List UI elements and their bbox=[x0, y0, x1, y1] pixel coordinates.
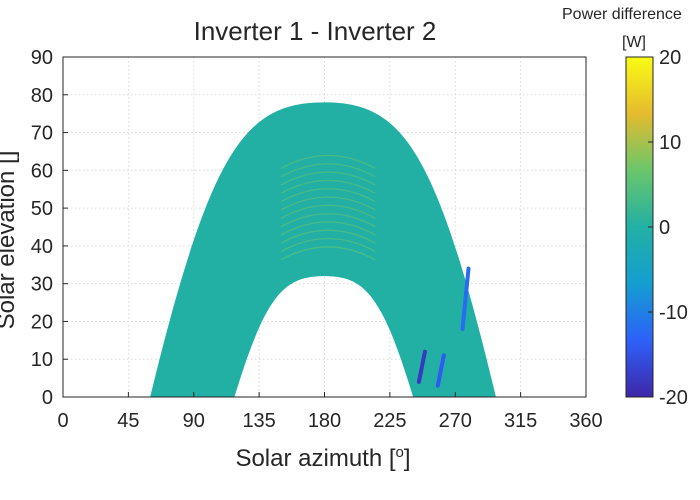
colorbar-unit: [W] bbox=[622, 34, 646, 51]
x-tick-label: 315 bbox=[504, 410, 537, 432]
high-band-arc bbox=[280, 163, 376, 178]
colorbar-tick-label: 10 bbox=[659, 132, 681, 154]
x-tick-label: 0 bbox=[57, 410, 68, 432]
y-tick-label: 60 bbox=[31, 160, 53, 182]
high-band-arc bbox=[280, 204, 376, 219]
colorbar-title: Power difference bbox=[562, 6, 682, 23]
data-region bbox=[150, 102, 496, 397]
high-band-arc bbox=[280, 171, 376, 186]
x-tick-label: 45 bbox=[117, 410, 139, 432]
x-tick-label: 90 bbox=[183, 410, 205, 432]
data-region-fill bbox=[150, 102, 496, 397]
y-axis-ticks: 0 10 20 30 40 50 60 70 80 90 bbox=[31, 47, 68, 409]
x-axis-label-end: ] bbox=[404, 445, 411, 472]
y-tick-label: 40 bbox=[31, 236, 53, 258]
x-axis-label-main: Solar azimuth [ bbox=[235, 445, 395, 472]
x-tick-label: 270 bbox=[439, 410, 472, 432]
y-tick-label: 0 bbox=[42, 387, 53, 409]
chart-title: Inverter 1 - Inverter 2 bbox=[194, 16, 437, 46]
high-band-arc bbox=[280, 237, 376, 253]
y-tick-label: 70 bbox=[31, 123, 53, 145]
x-axis-ticks: 0 45 90 135 180 225 270 315 360 bbox=[57, 392, 603, 432]
low-value-streak bbox=[416, 349, 427, 384]
y-axis-label-main: Solar elevation [ bbox=[0, 157, 20, 329]
high-band-arc bbox=[280, 229, 376, 244]
high-band-arc bbox=[280, 188, 376, 203]
y-tick-label: 80 bbox=[31, 85, 53, 107]
x-axis-label: Solar azimuth [o] bbox=[235, 444, 410, 472]
colorbar bbox=[625, 56, 654, 398]
y-tick-label: 10 bbox=[31, 349, 53, 371]
colorbar-tick-label: -20 bbox=[659, 387, 688, 409]
colorbar-tick-label: 20 bbox=[659, 47, 681, 69]
colorbar-tick-label: 0 bbox=[659, 217, 670, 239]
y-tick-label: 30 bbox=[31, 274, 53, 296]
high-band-arc bbox=[280, 154, 376, 170]
colorbar-ticks: 20 10 0 -10 -20 bbox=[648, 47, 688, 409]
low-value-streak bbox=[435, 353, 446, 388]
y-tick-label: 90 bbox=[31, 47, 53, 69]
y-axis-label: Solar elevation [] bbox=[0, 151, 20, 330]
x-tick-label: 135 bbox=[242, 410, 275, 432]
high-band-arc bbox=[280, 221, 376, 236]
high-band-arc bbox=[280, 246, 376, 261]
y-tick-label: 50 bbox=[31, 198, 53, 220]
x-tick-label: 225 bbox=[373, 410, 406, 432]
high-band-arc bbox=[280, 213, 376, 228]
y-axis-label-end: ] bbox=[0, 151, 20, 158]
high-band-arc bbox=[280, 196, 376, 211]
high-band-arc bbox=[280, 179, 376, 195]
colorbar-tick-label: -10 bbox=[659, 302, 688, 324]
x-tick-label: 180 bbox=[308, 410, 341, 432]
x-axis-label-sup: o bbox=[396, 444, 404, 461]
low-value-streak bbox=[460, 266, 471, 331]
y-tick-label: 20 bbox=[31, 311, 53, 333]
x-tick-label: 360 bbox=[569, 410, 602, 432]
